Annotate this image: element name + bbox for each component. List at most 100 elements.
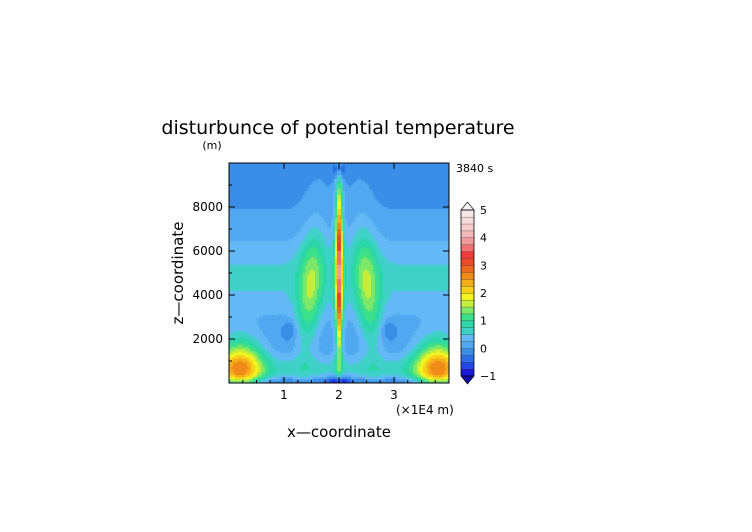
- heatmap-cell: [307, 239, 310, 242]
- heatmap-cell: [345, 193, 348, 196]
- heatmap-cell: [367, 233, 370, 236]
- heatmap-cell: [295, 239, 298, 242]
- heatmap-cell: [259, 189, 262, 192]
- heatmap-cell: [425, 225, 428, 228]
- heatmap-cell: [263, 173, 266, 176]
- heatmap-cell: [285, 233, 288, 236]
- heatmap-cell: [237, 253, 240, 256]
- heatmap-cell: [253, 235, 256, 238]
- heatmap-cell: [271, 171, 274, 174]
- heatmap-cell: [265, 243, 268, 246]
- heatmap-cell: [333, 213, 336, 216]
- heatmap-cell: [309, 167, 312, 170]
- heatmap-cell: [265, 181, 268, 184]
- heatmap-cell: [391, 191, 394, 194]
- heatmap-cell: [259, 195, 262, 198]
- heatmap-cell: [253, 243, 256, 246]
- heatmap-cell: [427, 225, 430, 228]
- heatmap-cell: [441, 237, 444, 240]
- heatmap-cell: [277, 165, 280, 168]
- heatmap-cell: [381, 187, 384, 190]
- heatmap-cell: [355, 217, 358, 220]
- heatmap-cell: [373, 163, 376, 166]
- heatmap-cell: [397, 227, 400, 230]
- heatmap-cell: [379, 243, 382, 246]
- heatmap-cell: [267, 179, 270, 182]
- heatmap-cell: [435, 241, 438, 244]
- heatmap-cell: [315, 197, 318, 200]
- heatmap-cell: [383, 217, 386, 220]
- heatmap-cell: [429, 245, 432, 248]
- heatmap-cell: [331, 185, 334, 188]
- heatmap-cell: [337, 249, 340, 252]
- heatmap-cell: [305, 177, 308, 180]
- heatmap-cell: [443, 165, 446, 168]
- heatmap-cell: [389, 163, 392, 166]
- heatmap-cell: [255, 253, 258, 256]
- heatmap-cell: [383, 221, 386, 224]
- heatmap-cell: [233, 237, 236, 240]
- heatmap-cell: [233, 191, 236, 194]
- heatmap-cell: [327, 195, 330, 198]
- heatmap-cell: [417, 175, 420, 178]
- heatmap-cell: [403, 225, 406, 228]
- heatmap-cell: [357, 165, 360, 168]
- heatmap-cell: [297, 233, 300, 236]
- heatmap-cell: [277, 201, 280, 204]
- heatmap-cell: [269, 197, 272, 200]
- heatmap-cell: [291, 177, 294, 180]
- heatmap-cell: [379, 229, 382, 232]
- heatmap-cell: [257, 175, 260, 178]
- heatmap-cell: [327, 203, 330, 206]
- heatmap-cell: [375, 205, 378, 208]
- heatmap-cell: [299, 243, 302, 246]
- heatmap-cell: [413, 201, 416, 204]
- heatmap-cell: [429, 237, 432, 240]
- heatmap-cell: [351, 167, 354, 170]
- heatmap-cell: [281, 211, 284, 214]
- heatmap-cell: [233, 247, 236, 250]
- heatmap-cell: [243, 227, 246, 230]
- heatmap-cell: [333, 239, 336, 242]
- heatmap-cell: [357, 235, 360, 238]
- heatmap-cell: [439, 249, 442, 252]
- heatmap-cell: [287, 245, 290, 248]
- heatmap-cell: [293, 229, 296, 232]
- heatmap-cell: [427, 175, 430, 178]
- heatmap-cell: [433, 237, 436, 240]
- heatmap-cell: [437, 229, 440, 232]
- heatmap-cell: [447, 197, 450, 200]
- heatmap-cell: [345, 175, 348, 178]
- heatmap-cell: [253, 165, 256, 168]
- heatmap-cell: [357, 201, 360, 204]
- heatmap-cell: [441, 207, 444, 210]
- heatmap-cell: [367, 189, 370, 192]
- heatmap-cell: [307, 221, 310, 224]
- heatmap-cell: [357, 217, 360, 220]
- heatmap-cell: [423, 203, 426, 206]
- heatmap-cell: [251, 213, 254, 216]
- heatmap-cell: [241, 193, 244, 196]
- heatmap-cell: [349, 235, 352, 238]
- heatmap-cell: [405, 191, 408, 194]
- heatmap-cell: [419, 221, 422, 224]
- heatmap-cell: [285, 177, 288, 180]
- heatmap-cell: [379, 205, 382, 208]
- heatmap-cell: [401, 169, 404, 172]
- heatmap-cell: [423, 225, 426, 228]
- heatmap-cell: [263, 241, 266, 244]
- heatmap-cell: [329, 233, 332, 236]
- heatmap-cell: [363, 219, 366, 222]
- heatmap-cell: [391, 171, 394, 174]
- heatmap-cell: [303, 191, 306, 194]
- heatmap-cell: [401, 231, 404, 234]
- heatmap-cell: [263, 209, 266, 212]
- heatmap-cell: [437, 235, 440, 238]
- heatmap-cell: [287, 223, 290, 226]
- heatmap-cell: [319, 173, 322, 176]
- heatmap-cell: [379, 221, 382, 224]
- heatmap-cell: [425, 251, 428, 254]
- heatmap-cell: [353, 191, 356, 194]
- heatmap-cell: [347, 235, 350, 238]
- heatmap-cell: [371, 241, 374, 244]
